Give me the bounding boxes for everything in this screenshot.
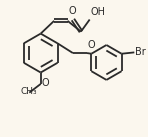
Text: O: O [88, 40, 95, 50]
Text: Br: Br [135, 47, 146, 57]
Text: O: O [68, 6, 76, 16]
Text: CH₃: CH₃ [20, 87, 37, 96]
Text: OH: OH [90, 7, 105, 17]
Text: O: O [41, 78, 49, 88]
